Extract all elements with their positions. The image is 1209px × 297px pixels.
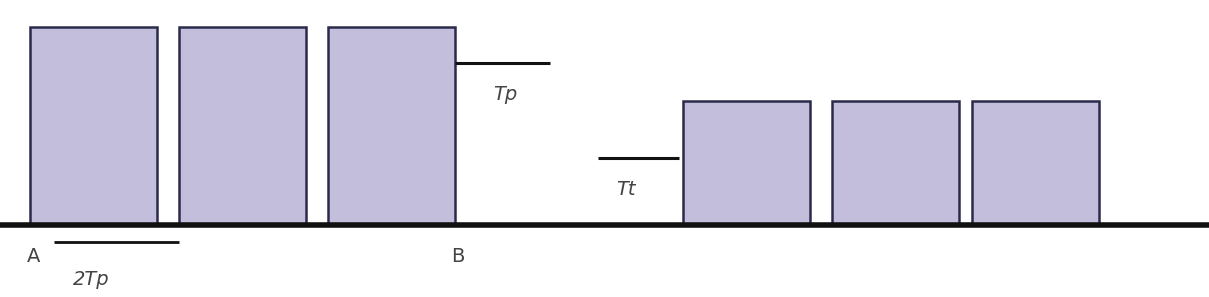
Bar xyxy=(832,101,959,225)
Bar xyxy=(328,27,455,225)
Text: B: B xyxy=(451,247,464,266)
Bar xyxy=(972,101,1099,225)
Text: A: A xyxy=(27,247,40,266)
Bar xyxy=(683,101,810,225)
Text: Tt: Tt xyxy=(617,180,636,199)
Bar xyxy=(30,27,157,225)
Bar xyxy=(179,27,306,225)
Text: Tp: Tp xyxy=(493,86,517,105)
Text: 2Tp: 2Tp xyxy=(73,270,109,289)
